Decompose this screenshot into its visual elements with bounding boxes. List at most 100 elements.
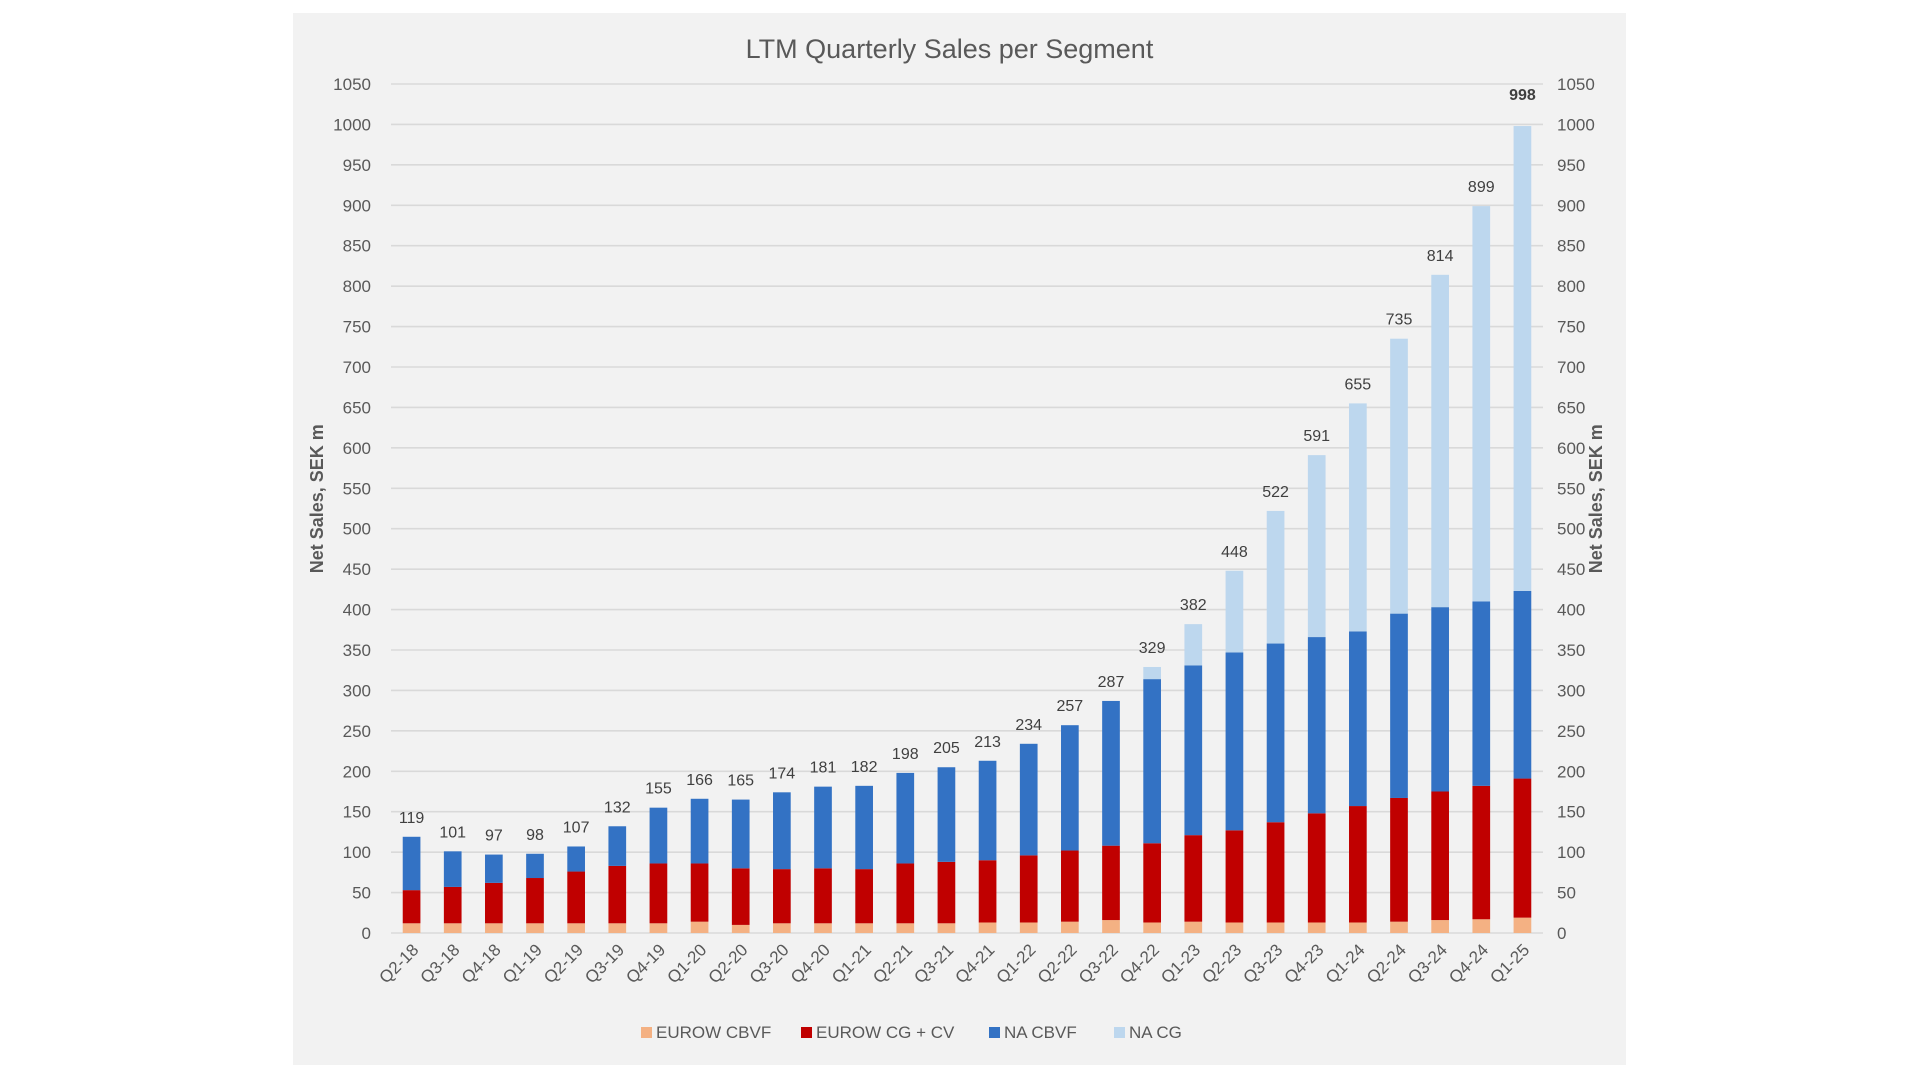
legend-swatch xyxy=(801,1027,812,1038)
bar-segment-na-cbvf xyxy=(690,798,709,864)
x-axis: Q2-18Q3-18Q4-18Q1-19Q2-19Q3-19Q4-19Q1-20… xyxy=(376,940,1534,987)
stacked-bar-chart: LTM Quarterly Sales per Segment 0 50 100 15… xyxy=(307,34,1606,1042)
y-tick-label-right: 250 xyxy=(1557,722,1585,741)
bar-segment-na-cbvf xyxy=(1184,665,1203,836)
total-data-label: 98 xyxy=(526,827,544,844)
total-data-label: 198 xyxy=(892,746,919,763)
bar-segment-eurow-cg-cv xyxy=(1102,845,1120,921)
y-tick-label-left: 700 xyxy=(343,358,371,377)
bar-segment-na-cbvf xyxy=(1061,725,1079,851)
bar-segment-eurow-cbvf xyxy=(1390,921,1408,933)
bar-segment-na-cg xyxy=(1184,624,1203,666)
bar-segment-eurow-cg-cv xyxy=(896,863,915,924)
y-axis-right: 0 50 100 150 200 250 300 350 400 450 500 550 600 650 7… xyxy=(1557,75,1595,943)
total-data-label: 234 xyxy=(1015,717,1042,734)
y-tick-label-left: 600 xyxy=(343,439,371,458)
bar-segment-eurow-cbvf xyxy=(1019,922,1038,933)
bar-segment-eurow-cbvf xyxy=(1349,922,1367,933)
bar-segment-eurow-cbvf xyxy=(855,923,873,933)
bar-segment-eurow-cg-cv xyxy=(567,871,585,924)
y-tick-label-left: 400 xyxy=(343,601,371,620)
bar-segment-eurow-cg-cv xyxy=(443,886,462,924)
x-tick-label: Q2-18 xyxy=(376,940,423,987)
legend-swatch xyxy=(989,1027,1000,1038)
chart-title: LTM Quarterly Sales per Segment xyxy=(746,34,1154,64)
bar-segment-eurow-cg-cv xyxy=(1143,843,1161,923)
bar-segment-na-cbvf xyxy=(1266,643,1285,823)
chart-panel: LTM Quarterly Sales per Segment 0 50 100 15… xyxy=(293,13,1626,1065)
legend-label: EUROW CG + CV xyxy=(816,1023,955,1042)
legend-label: EUROW CBVF xyxy=(656,1023,771,1042)
bar-segment-eurow-cg-cv xyxy=(1472,785,1491,920)
y-tick-label-left: 500 xyxy=(343,520,371,539)
x-tick-label: Q3-22 xyxy=(1075,940,1122,987)
bar-segment-na-cbvf xyxy=(402,836,421,891)
bar-segment-eurow-cbvf xyxy=(773,923,791,933)
total-data-label: 287 xyxy=(1098,674,1125,691)
bar-segment-na-cbvf xyxy=(1472,601,1491,786)
legend-label: NA CBVF xyxy=(1004,1023,1077,1042)
y-tick-label-left: 650 xyxy=(343,398,371,417)
bar-segment-eurow-cg-cv xyxy=(1431,791,1449,921)
x-tick-label: Q3-24 xyxy=(1404,940,1451,987)
bar-segment-na-cbvf xyxy=(1349,631,1367,807)
y-tick-label-right: 100 xyxy=(1557,843,1585,862)
data-labels: 119 101 97 98 107 132 155 166 165 174 181 182 198 205… xyxy=(399,87,1536,845)
bar-segment-eurow-cbvf xyxy=(1513,917,1532,933)
total-data-label: 213 xyxy=(974,734,1001,751)
total-data-label: 448 xyxy=(1221,544,1248,561)
x-tick-label: Q2-24 xyxy=(1363,940,1410,987)
y-tick-label-right: 300 xyxy=(1557,681,1585,700)
y-axis-title-right: Net Sales, SEK m xyxy=(1586,424,1606,573)
bar-segment-na-cbvf xyxy=(855,785,873,870)
bar-segment-eurow-cg-cv xyxy=(814,868,832,924)
bar-segment-na-cbvf xyxy=(896,772,915,864)
total-data-label: 174 xyxy=(769,765,796,782)
bar-segment-na-cbvf xyxy=(649,807,668,864)
bar-segment-eurow-cbvf xyxy=(1472,919,1491,933)
bar-segment-eurow-cg-cv xyxy=(1225,830,1244,923)
total-data-label: 181 xyxy=(810,760,837,777)
bar-segment-eurow-cg-cv xyxy=(1390,797,1408,922)
y-tick-label-right: 800 xyxy=(1557,277,1585,296)
y-tick-label-left: 0 xyxy=(362,924,371,943)
x-tick-label: Q4-21 xyxy=(952,940,999,987)
bar-segment-eurow-cbvf xyxy=(1431,920,1449,933)
x-tick-label: Q1-22 xyxy=(993,940,1040,987)
y-tick-label-left: 900 xyxy=(343,196,371,215)
bar-segment-na-cbvf xyxy=(978,760,997,861)
bar-segment-na-cg xyxy=(1349,403,1367,632)
total-data-label: 119 xyxy=(399,810,425,827)
bar-segment-na-cbvf xyxy=(1225,652,1244,831)
total-data-label: 205 xyxy=(933,740,960,757)
x-tick-label: Q2-23 xyxy=(1198,940,1245,987)
bar-segment-eurow-cbvf xyxy=(690,921,709,933)
bar-segment-eurow-cg-cv xyxy=(1266,822,1285,923)
total-data-label: 101 xyxy=(439,824,466,841)
total-data-label: 814 xyxy=(1427,248,1454,265)
total-data-label: 165 xyxy=(727,773,754,790)
bar-segment-na-cbvf xyxy=(937,767,956,862)
bar-segment-na-cbvf xyxy=(1143,679,1161,844)
bar-segment-eurow-cbvf xyxy=(937,923,956,933)
bar-segment-eurow-cg-cv xyxy=(608,865,627,924)
bar-segment-eurow-cg-cv xyxy=(855,869,873,924)
bar-segment-eurow-cbvf xyxy=(1061,921,1079,933)
bar-segment-eurow-cbvf xyxy=(608,923,627,933)
x-tick-label: Q4-18 xyxy=(458,940,505,987)
y-tick-label-right: 200 xyxy=(1557,762,1585,781)
x-tick-label: Q4-19 xyxy=(622,940,669,987)
bar-segment-eurow-cbvf xyxy=(978,922,997,933)
bar-segment-eurow-cg-cv xyxy=(485,882,503,924)
x-tick-label: Q4-22 xyxy=(1116,940,1163,987)
bar-segment-na-cbvf xyxy=(567,846,585,872)
total-data-label: 329 xyxy=(1139,640,1166,657)
y-axis-left: 0 50 100 150 200 250 300 350 400 450 500 550 600 650 7… xyxy=(333,75,371,943)
bar-segment-na-cbvf xyxy=(1390,613,1408,798)
x-tick-label: Q2-20 xyxy=(705,940,752,987)
bar-segment-na-cbvf xyxy=(443,851,462,887)
bar-segment-na-cg xyxy=(1513,126,1532,591)
bar-segment-eurow-cbvf xyxy=(896,923,915,933)
x-tick-label: Q4-20 xyxy=(787,940,834,987)
y-tick-label-right: 550 xyxy=(1557,479,1585,498)
